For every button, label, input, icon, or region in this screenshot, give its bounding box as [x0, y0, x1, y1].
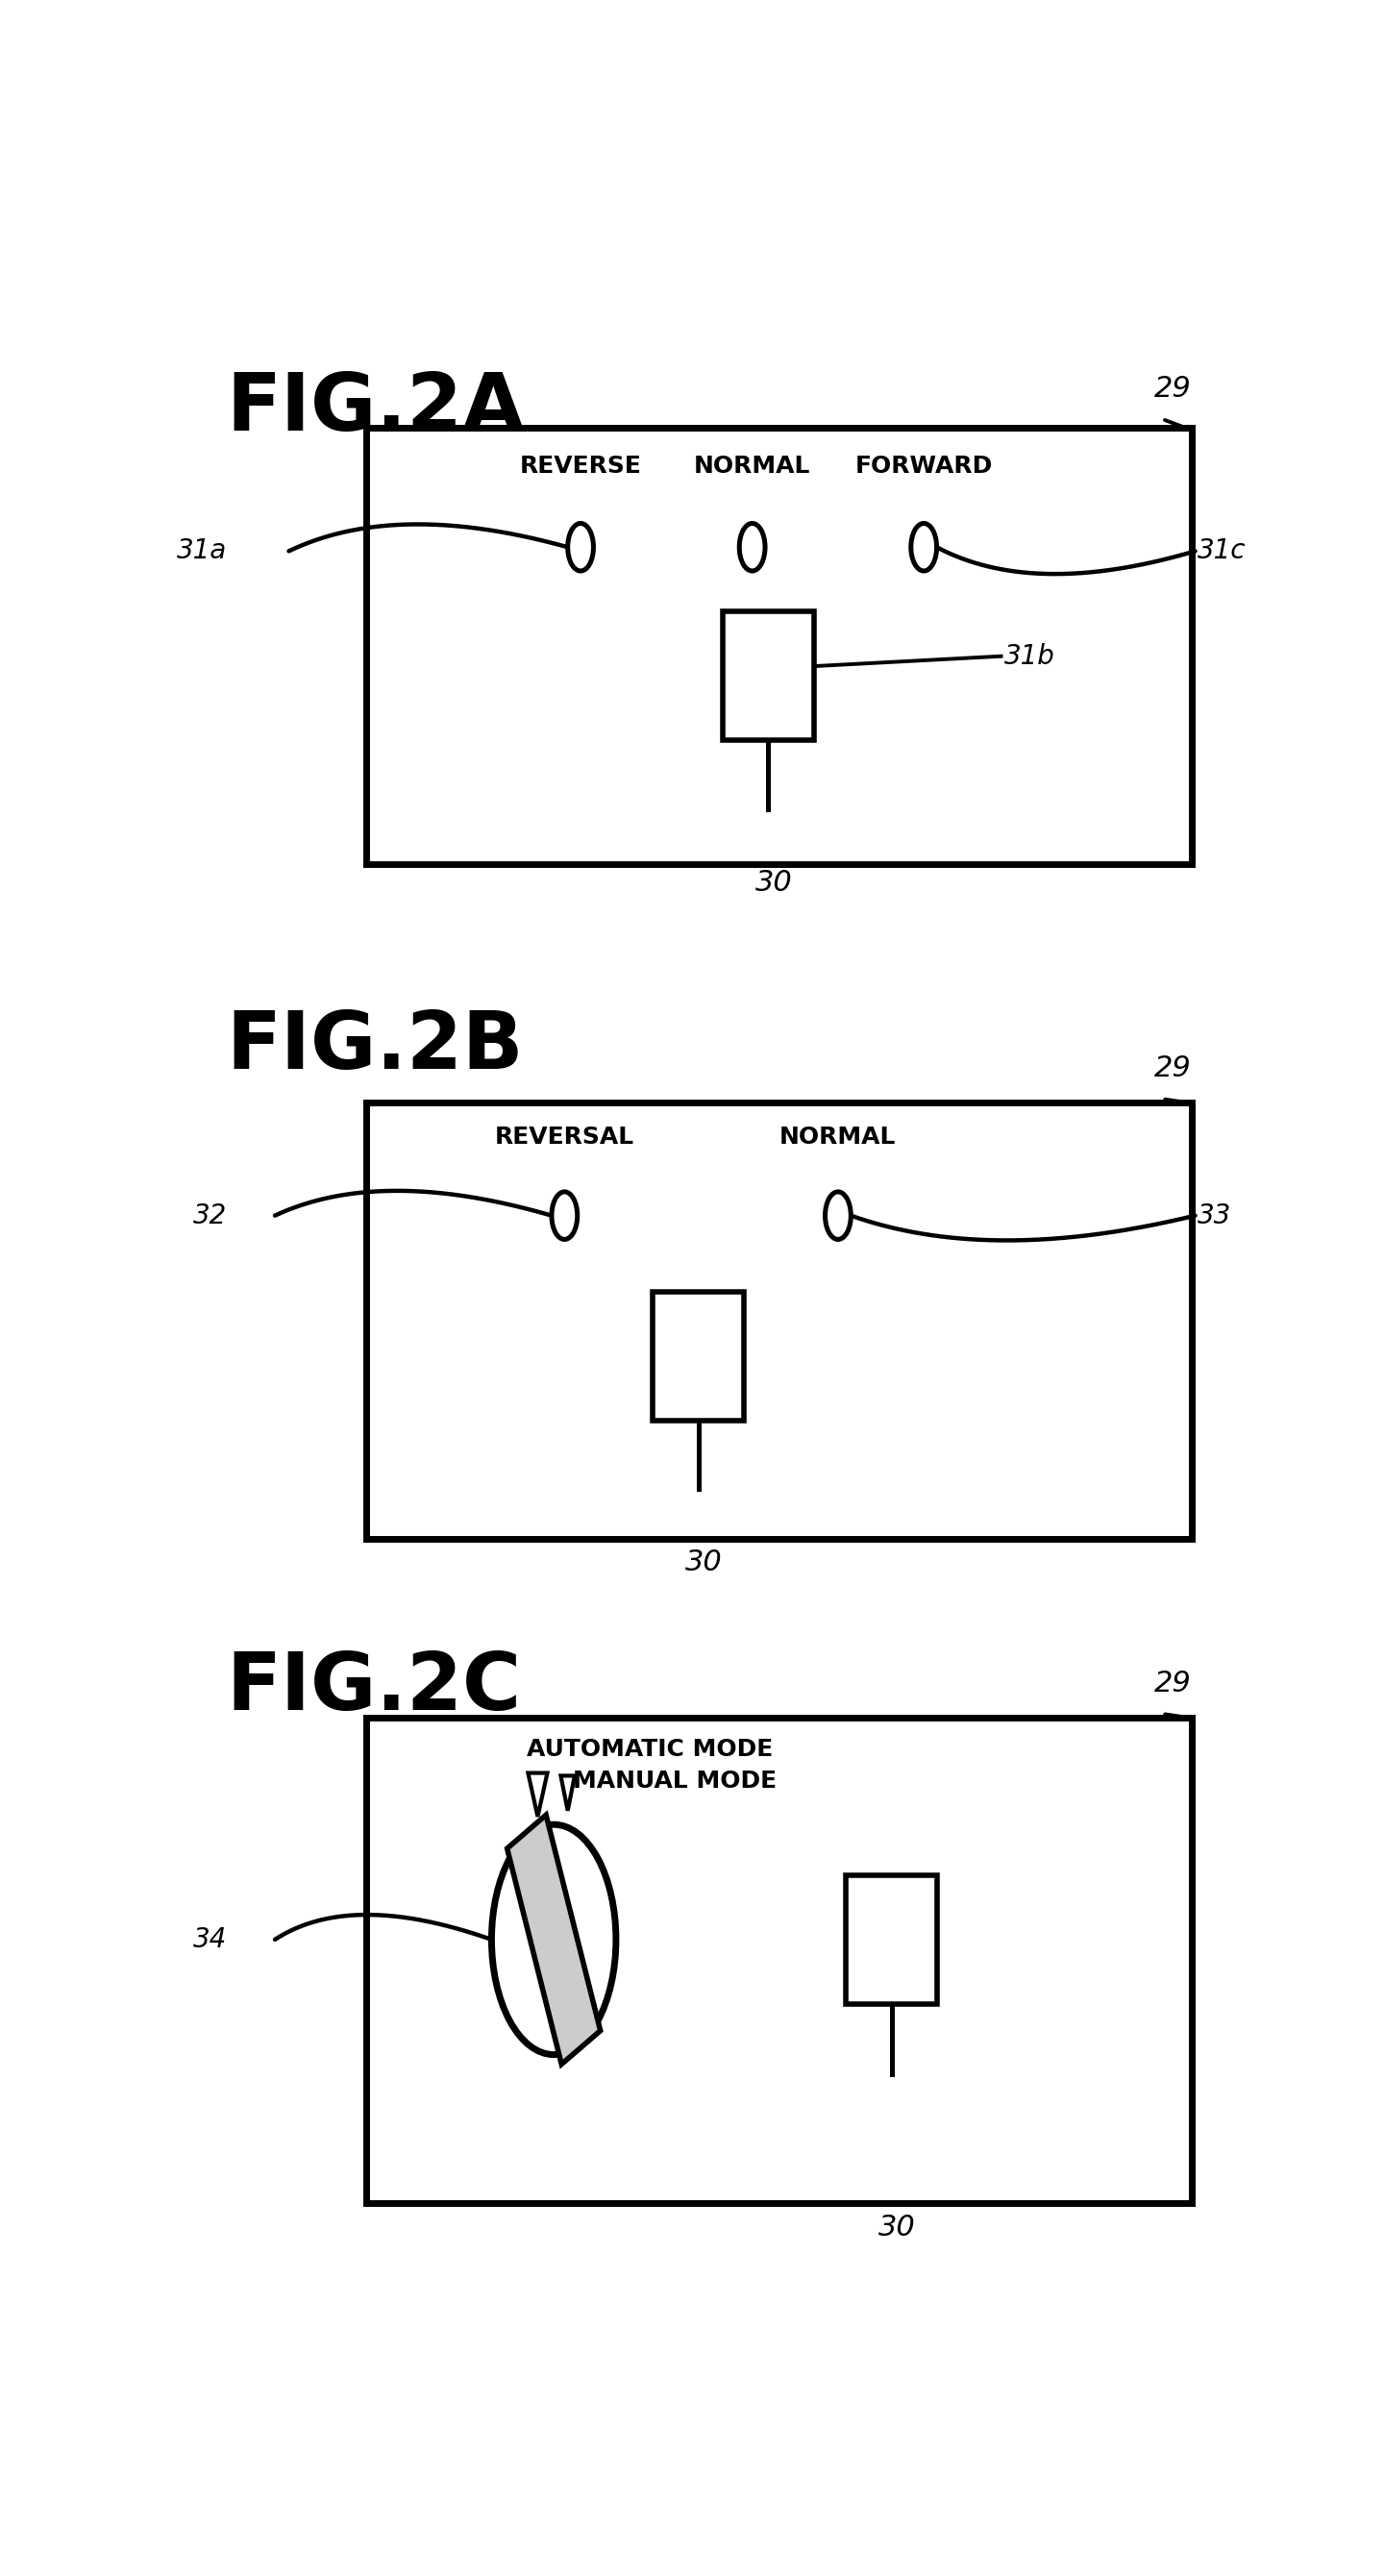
Text: 34: 34 [192, 1927, 227, 1953]
Polygon shape [507, 1816, 601, 2063]
Bar [722, 611, 814, 739]
Polygon shape [529, 1772, 547, 1816]
Text: NORMAL: NORMAL [779, 1126, 897, 1149]
Text: FIG.2B: FIG.2B [227, 1007, 525, 1084]
Text: 31a: 31a [176, 538, 227, 564]
Text: NORMAL: NORMAL [693, 453, 811, 477]
Text: REVERSAL: REVERSAL [494, 1126, 634, 1149]
Circle shape [825, 1193, 851, 1239]
Text: 30: 30 [685, 1548, 722, 1577]
Text: 29: 29 [1154, 1669, 1192, 1698]
Bar [365, 1718, 1192, 2202]
Text: 29: 29 [1154, 374, 1192, 402]
Text: 30: 30 [879, 2213, 916, 2241]
Text: 29: 29 [1154, 1054, 1192, 1082]
Text: 31b: 31b [1005, 644, 1055, 670]
Text: 31c: 31c [1197, 538, 1246, 564]
Text: FIG.2C: FIG.2C [227, 1649, 522, 1726]
Polygon shape [561, 1775, 574, 1811]
Text: 32: 32 [192, 1203, 227, 1229]
Bar [365, 1103, 1192, 1538]
Bar [846, 1875, 937, 2004]
Circle shape [739, 523, 765, 572]
Text: REVERSE: REVERSE [519, 453, 642, 477]
Bar [653, 1293, 745, 1422]
Text: FIG.2A: FIG.2A [227, 368, 525, 446]
Bar [365, 428, 1192, 866]
Circle shape [911, 523, 937, 572]
Text: AUTOMATIC MODE: AUTOMATIC MODE [527, 1739, 774, 1762]
Circle shape [552, 1193, 577, 1239]
Text: 33: 33 [1197, 1203, 1232, 1229]
Text: MANUAL MODE: MANUAL MODE [573, 1770, 776, 1793]
Text: FORWARD: FORWARD [855, 453, 992, 477]
Text: 30: 30 [756, 868, 792, 896]
Circle shape [567, 523, 594, 572]
Circle shape [491, 1824, 616, 2056]
